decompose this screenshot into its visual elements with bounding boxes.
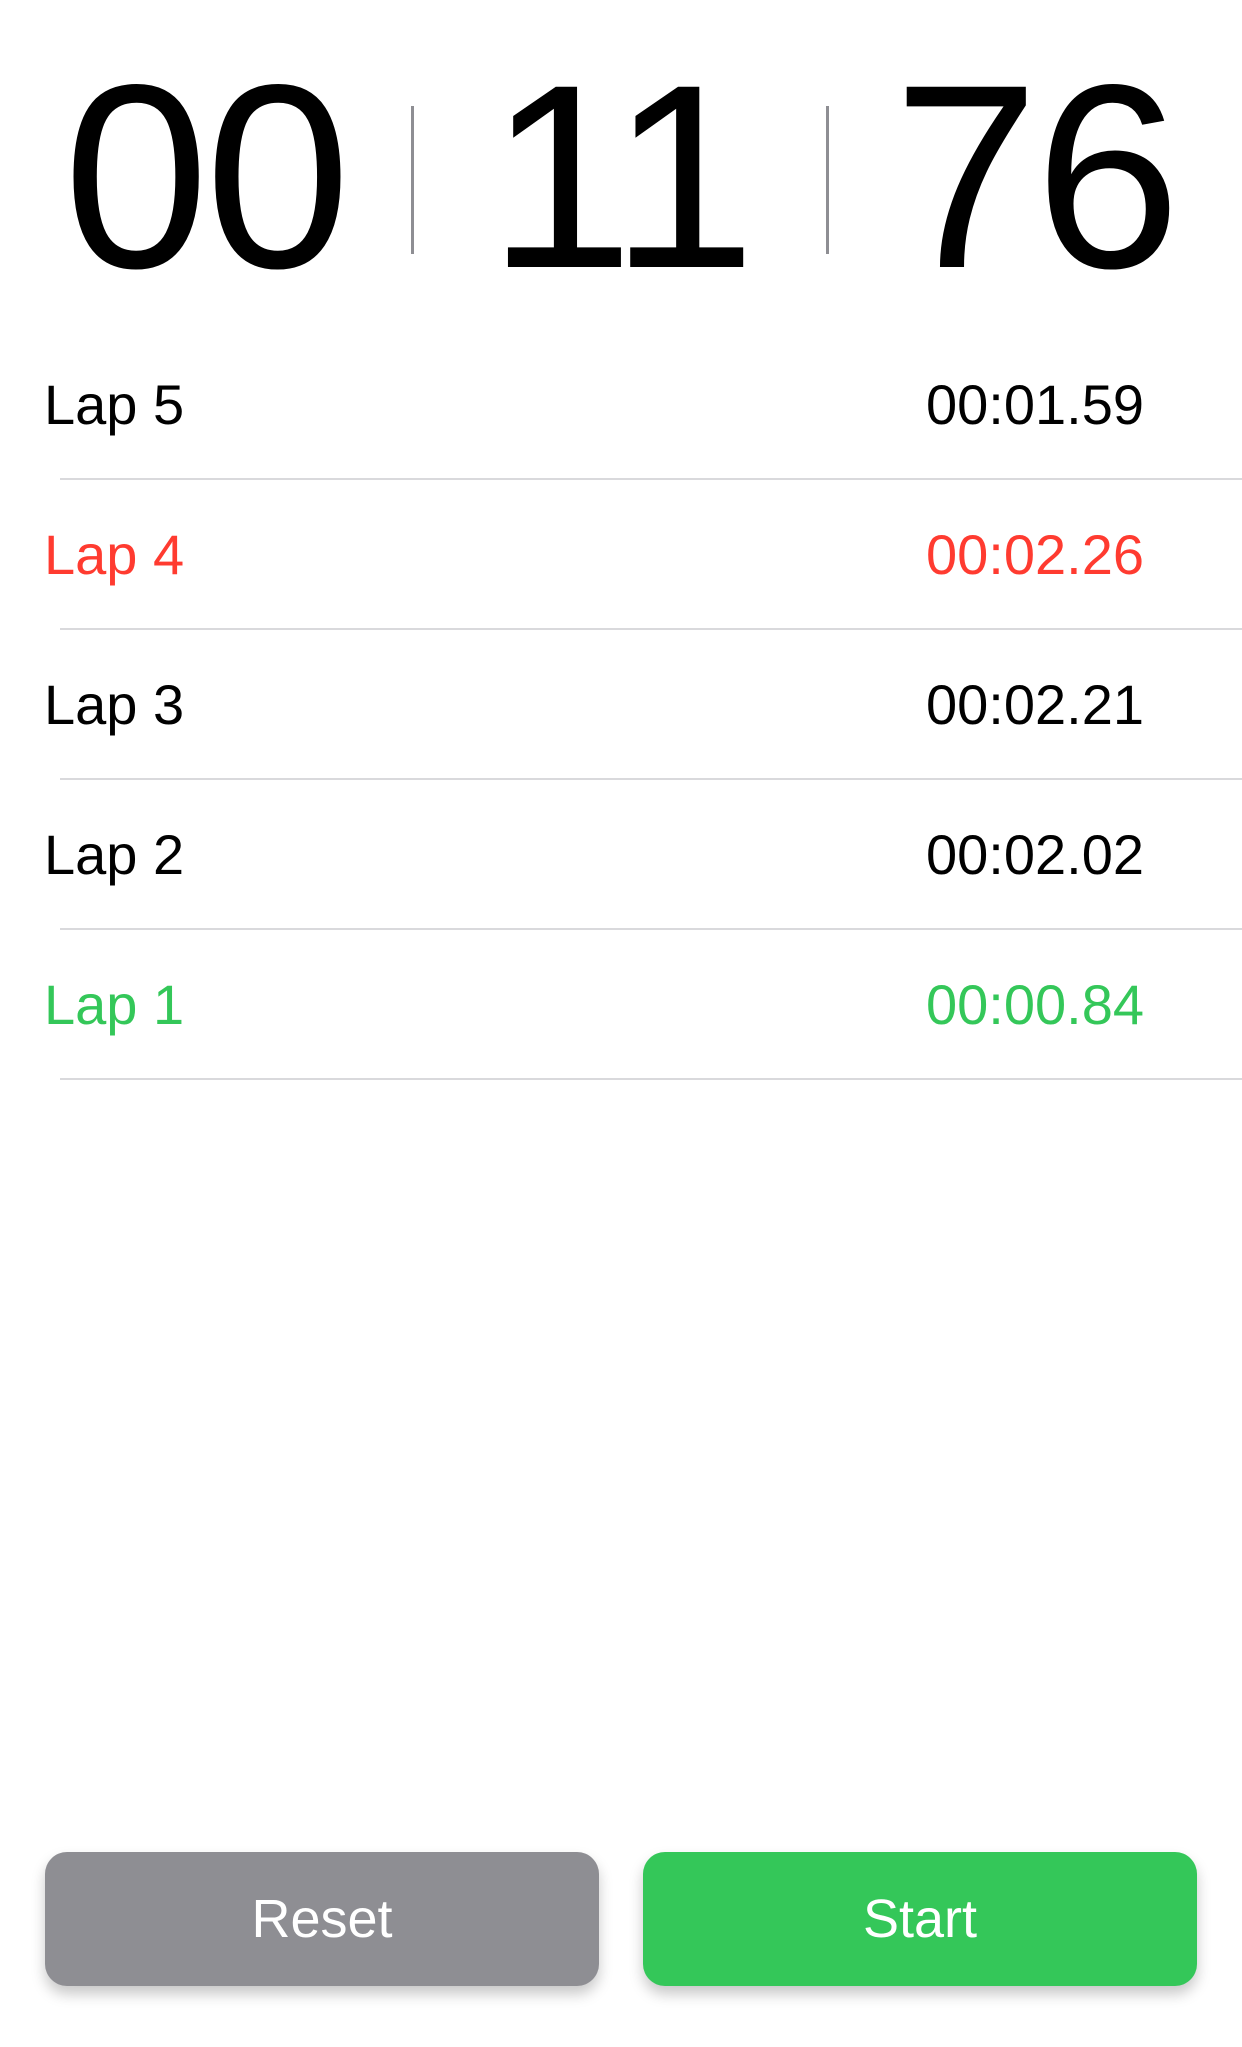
lap-time: 00:01.59 <box>926 373 1144 436</box>
row-divider <box>60 778 1242 780</box>
timer-hundredths: 76 <box>893 30 1180 323</box>
row-divider <box>60 478 1242 480</box>
lap-time: 00:02.21 <box>926 673 1144 736</box>
lap-row: Lap 5 00:01.59 <box>0 330 1242 480</box>
lap-label: Lap 5 <box>44 373 185 436</box>
lap-time: 00:00.84 <box>926 973 1144 1036</box>
lap-row: Lap 3 00:02.21 <box>0 630 1242 780</box>
lap-label: Lap 1 <box>44 973 185 1036</box>
lap-time: 00:02.26 <box>926 523 1144 586</box>
lap-time: 00:02.02 <box>926 823 1144 886</box>
start-button[interactable]: Start <box>643 1852 1197 1986</box>
lap-label: Lap 2 <box>44 823 185 886</box>
reset-button[interactable]: Reset <box>45 1852 599 1986</box>
row-divider <box>60 1078 1242 1080</box>
row-divider <box>60 628 1242 630</box>
row-divider <box>60 928 1242 930</box>
timer-seconds: 11 <box>488 30 756 323</box>
lap-row: Lap 1 00:00.84 <box>0 930 1242 1080</box>
timer-display: 00 11 76 <box>0 30 1242 323</box>
lap-row: Lap 4 00:02.26 <box>0 480 1242 630</box>
lap-row: Lap 2 00:02.02 <box>0 780 1242 930</box>
lap-list[interactable]: Lap 5 00:01.59 Lap 4 00:02.26 Lap 3 00:0… <box>0 330 1242 1080</box>
timer-separator <box>411 106 414 254</box>
lap-label: Lap 4 <box>44 523 185 586</box>
timer-minutes: 00 <box>63 30 350 323</box>
lap-label: Lap 3 <box>44 673 185 736</box>
timer-separator <box>826 106 829 254</box>
